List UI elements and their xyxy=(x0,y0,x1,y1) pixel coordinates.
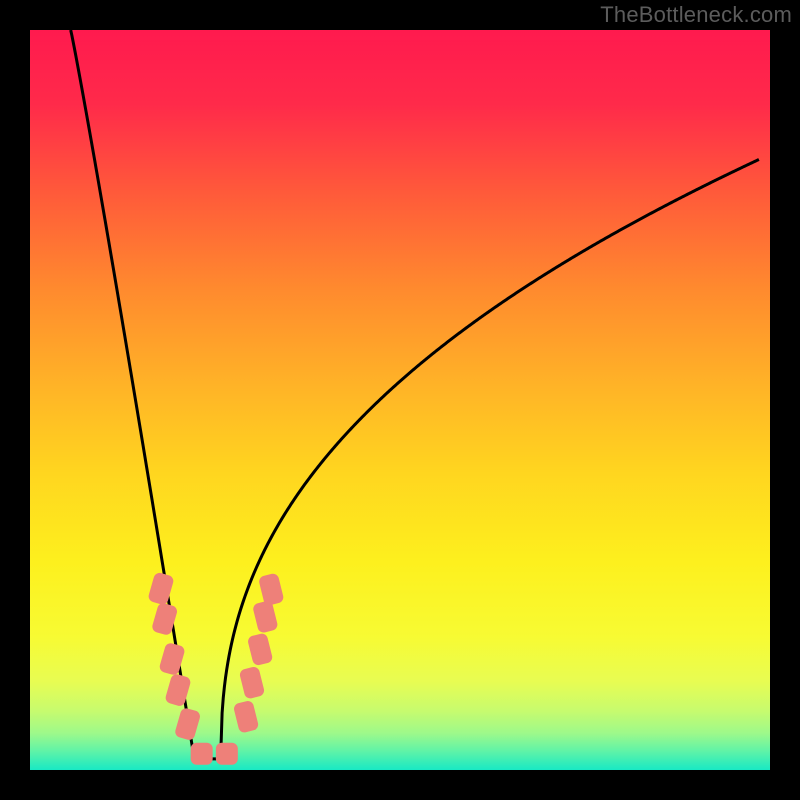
bottleneck-chart xyxy=(0,0,800,800)
watermark-text: TheBottleneck.com xyxy=(600,2,792,28)
chart-gradient-background xyxy=(30,30,770,770)
bead-marker xyxy=(191,743,213,765)
bead-marker xyxy=(216,743,238,765)
